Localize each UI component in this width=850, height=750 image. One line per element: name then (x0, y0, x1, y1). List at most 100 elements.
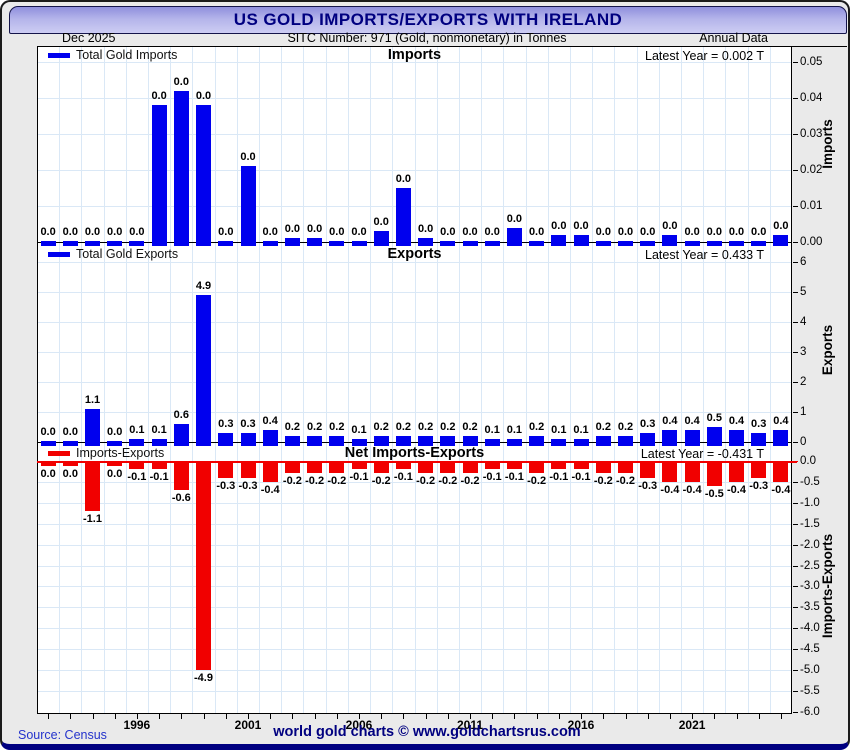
y-tick-label: -1.5 (800, 518, 820, 530)
h-gridline (38, 412, 791, 413)
bar-value-label: 0.0 (84, 226, 101, 238)
v-gridline (170, 47, 172, 713)
x-tick (225, 714, 227, 719)
bar-value-label: -0.2 (416, 475, 436, 488)
export-bar (773, 430, 789, 446)
x-tick-label: 2016 (567, 718, 595, 732)
x-tick (92, 714, 94, 719)
y-tick (793, 262, 798, 263)
export-bar (529, 436, 545, 446)
y-tick-label: 0.05 (800, 56, 823, 68)
bar-value-label: 0.0 (240, 151, 256, 164)
bar-value-label: 0.0 (262, 226, 278, 238)
y-tick-label: -5.5 (800, 685, 820, 697)
x-tick-label: 2001 (234, 718, 262, 732)
export-bar (373, 436, 389, 446)
v-gridline (614, 47, 616, 713)
import-bar (640, 241, 656, 246)
imports-axis-label: Imports (820, 119, 835, 169)
export-bar (440, 436, 456, 446)
v-gridline (414, 47, 416, 713)
x-tick (758, 714, 760, 719)
imports-legend-label: Total Gold Imports (76, 48, 178, 62)
y-tick (793, 482, 798, 483)
y-tick-label: 4 (800, 316, 807, 328)
import-bar (62, 241, 78, 246)
import-bar (173, 90, 189, 246)
net-bar (395, 462, 411, 470)
footer-source: Source: Census (18, 728, 107, 742)
bar-value-label: 0.2 (595, 421, 611, 433)
y-tick (793, 712, 798, 713)
bar-value-label: 0.4 (684, 415, 700, 427)
net-bar (284, 462, 300, 474)
import-bar (684, 241, 700, 246)
export-bar (329, 436, 345, 446)
y-tick (793, 566, 798, 567)
net-axis-label: Imports-Exports (820, 533, 835, 639)
bar-value-label: -1.1 (83, 513, 102, 525)
bar-value-label: -0.2 (305, 475, 325, 488)
y-tick-label: 0 (800, 436, 807, 448)
bar-value-label: 0.3 (640, 418, 656, 430)
export-bar (618, 436, 633, 446)
imports-panel-title: Imports (387, 47, 442, 63)
exports-legend-swatch-icon (48, 252, 70, 257)
bar-value-label: 0.0 (506, 212, 523, 225)
y-tick (793, 134, 798, 135)
v-gridline (703, 47, 705, 713)
export-bar (284, 436, 300, 446)
export-bar (151, 439, 167, 446)
bar-value-label: -0.5 (704, 487, 724, 500)
bar-value-label: -0.1 (549, 471, 569, 484)
net-bar (462, 462, 478, 474)
x-tick-label: 2006 (345, 718, 373, 732)
export-bar (418, 436, 434, 446)
net-bar (129, 462, 145, 470)
bar-value-label: -0.4 (727, 483, 746, 496)
export-bar (40, 441, 56, 446)
y-tick-label: 0.03 (800, 128, 823, 140)
bar-value-label: 0.0 (751, 226, 767, 238)
bar-value-label: 0.0 (107, 226, 123, 238)
bar-value-label: 0.2 (329, 421, 345, 433)
y-tick (793, 170, 798, 171)
bar-value-label: 0.0 (373, 216, 389, 229)
import-bar (484, 241, 500, 246)
y-tick (793, 292, 798, 293)
bar-value-label: 0.5 (706, 412, 722, 424)
v-gridline (592, 47, 594, 713)
import-bar (351, 241, 367, 246)
import-bar (40, 241, 56, 246)
bar-value-label: 0.4 (662, 415, 678, 427)
import-bar (462, 241, 478, 246)
export-bar (85, 409, 100, 446)
y-tick-label: -5.0 (800, 664, 820, 676)
net-bar (62, 462, 78, 466)
y-tick (793, 322, 798, 323)
net-bar (618, 462, 633, 474)
v-gridline (547, 47, 549, 713)
imports-latest-value: Latest Year = 0.002 T (645, 49, 764, 63)
bar-value-label: 0.0 (773, 219, 789, 232)
x-tick (581, 714, 582, 719)
v-gridline (525, 47, 527, 713)
v-gridline (103, 47, 105, 713)
y-tick (793, 382, 798, 383)
net-bar (662, 462, 678, 482)
v-gridline (481, 47, 483, 713)
y-tick (793, 206, 798, 207)
export-bar (573, 439, 589, 446)
bar-value-label: 0.4 (728, 415, 745, 427)
bar-value-label: 0.1 (484, 424, 500, 436)
net-bar (418, 462, 434, 474)
v-gridline (281, 47, 283, 713)
bar-value-label: -0.1 (349, 471, 369, 484)
y-tick-label: -4.5 (800, 643, 820, 655)
import-bar (395, 188, 411, 246)
bar-value-label: 0.0 (284, 223, 301, 236)
y-tick (793, 242, 798, 243)
import-bar (506, 227, 522, 246)
y-tick-label: 0.0 (800, 455, 816, 467)
h-gridline (38, 206, 791, 207)
